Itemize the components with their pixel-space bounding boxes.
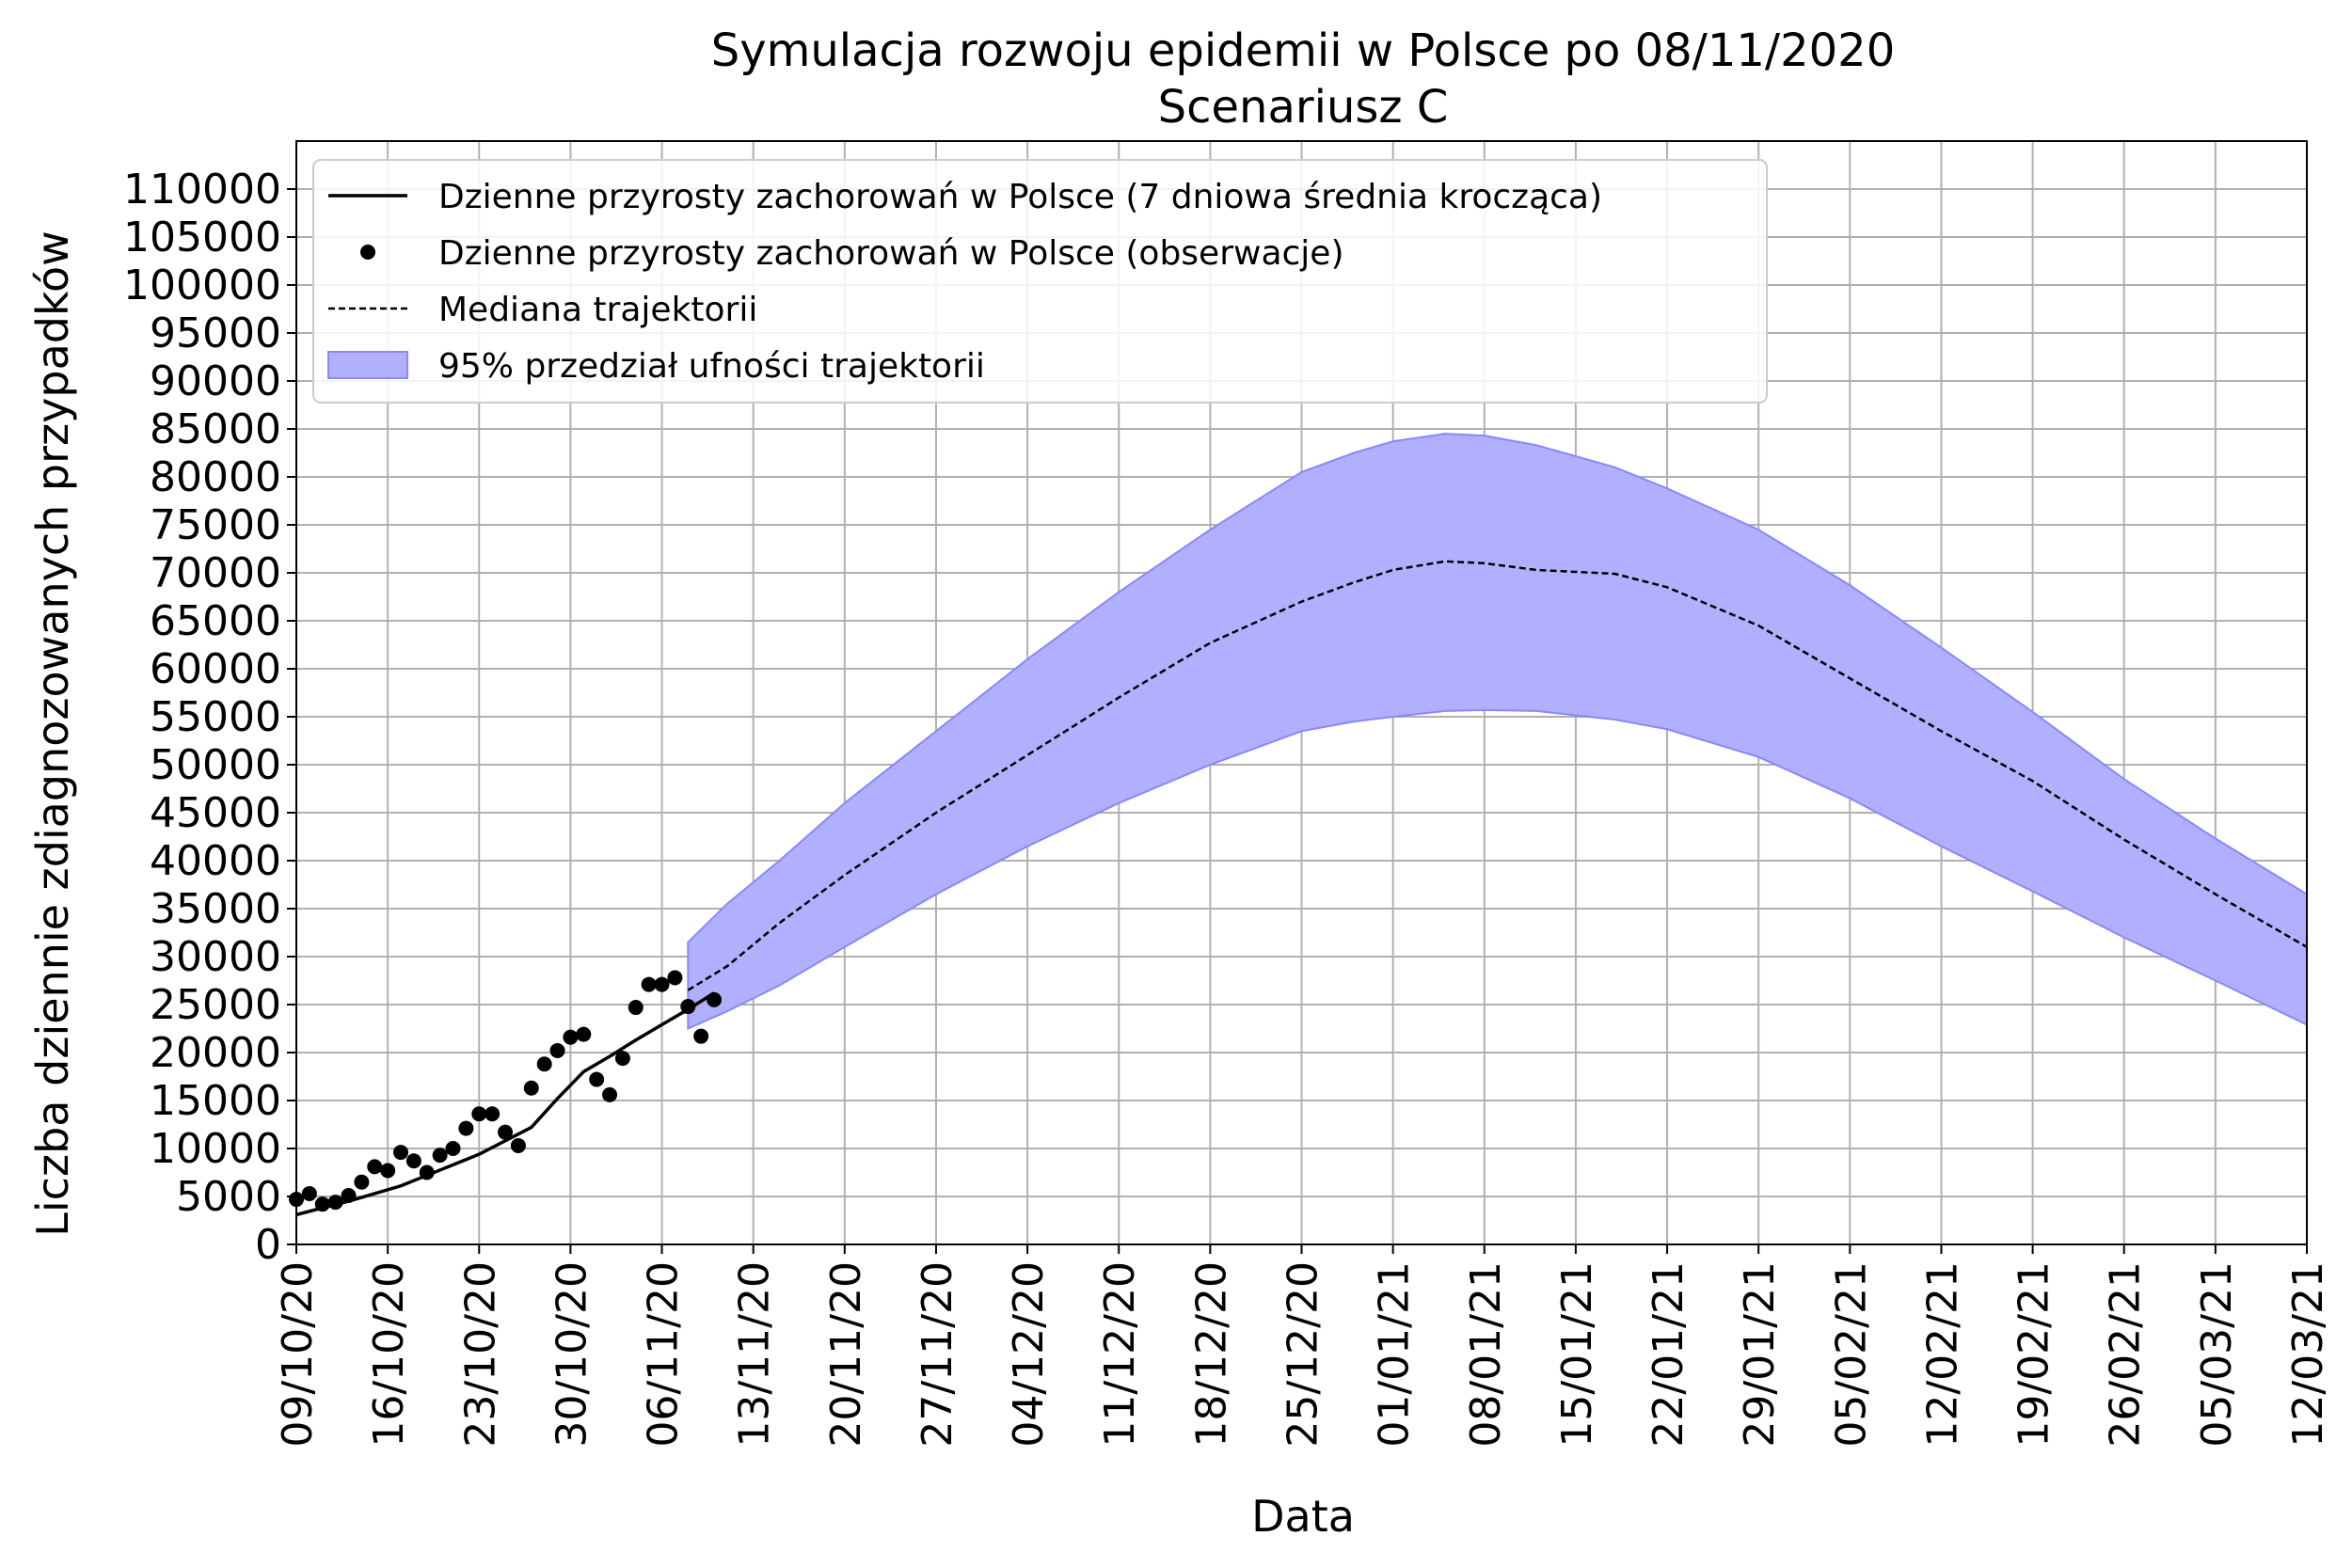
y-tick-label: 20000 [150,1029,281,1077]
observation-point [654,976,670,992]
observation-point [563,1029,579,1045]
y-tick-label: 5000 [176,1173,281,1221]
x-tick-label: 30/10/20 [548,1261,596,1448]
y-tick-label: 105000 [123,214,281,261]
confidence-band [687,433,2308,1031]
y-tick-label: 95000 [150,309,281,357]
y-tick-label: 70000 [150,549,281,597]
y-tick-label: 40000 [150,837,281,885]
x-tick-label: 08/01/21 [1462,1261,1510,1448]
x-tick-label: 20/11/20 [822,1261,870,1448]
observation-point [327,1195,343,1211]
observation-point [510,1137,526,1153]
x-tick-label: 19/02/21 [2010,1261,2058,1448]
observation-point [693,1028,709,1044]
x-tick-label: 13/11/20 [731,1261,779,1448]
observation-point [602,1086,618,1102]
y-tick-label: 25000 [150,981,281,1029]
x-tick-label: 22/01/21 [1645,1261,1692,1448]
x-tick-label: 09/10/20 [274,1261,322,1448]
y-tick-label: 80000 [150,453,281,501]
observation-point [667,970,683,986]
observation-point [405,1153,421,1169]
legend-label: 95% przedział ufności trajektorii [438,347,985,386]
observation-point [549,1042,565,1058]
observation-point [419,1164,435,1180]
y-tick-label: 0 [255,1221,281,1269]
observation-point [432,1148,448,1164]
x-tick-label: 12/03/21 [2284,1261,2332,1448]
x-axis-label: Data [1251,1491,1355,1542]
confidence-band-layer [687,433,2308,1031]
observations-layer [289,970,723,1212]
legend-label: Dzienne przyrosty zachorowań w Polsce (7… [438,178,1602,216]
observation-point [523,1080,539,1096]
observation-point [341,1187,357,1203]
chart-subtitle: Scenariusz C [1158,81,1449,134]
observation-point [589,1071,605,1087]
observation-point [301,1185,317,1201]
x-tick-label: 15/01/21 [1553,1261,1601,1448]
observation-point [445,1141,461,1156]
y-tick-label: 110000 [123,166,281,214]
legend: Dzienne przyrosty zachorowań w Polsce (7… [312,159,1768,404]
x-tick-label: 25/12/20 [1279,1261,1327,1448]
y-axis-label: Liczba dziennie zdiagnozowanych przypadk… [27,230,78,1236]
observation-point [485,1106,501,1122]
legend-swatch-marker [360,245,375,260]
legend-label: Dzienne przyrosty zachorowań w Polsce (o… [438,234,1344,273]
x-tick-label: 29/01/21 [1736,1261,1784,1448]
y-tick-label: 65000 [150,597,281,645]
observation-point [458,1120,474,1136]
chart-title: Symulacja rozwoju epidemii w Polsce po 0… [711,24,1896,77]
x-tick-label: 26/02/21 [2102,1261,2150,1448]
y-tick-label: 45000 [150,789,281,837]
y-tick-label: 50000 [150,741,281,789]
observation-point [498,1124,514,1140]
x-axis-ticks: 09/10/20 16/10/20 23/10/20 30/10/20 06/11/20… [274,1244,2332,1448]
x-tick-label: 05/03/21 [2193,1261,2241,1448]
x-tick-label: 18/12/20 [1187,1261,1235,1448]
y-tick-label: 55000 [150,693,281,741]
y-tick-label: 15000 [150,1077,281,1125]
y-tick-label: 60000 [150,645,281,693]
observation-point [471,1106,487,1122]
x-tick-label: 16/10/20 [365,1261,413,1448]
observation-point [680,999,696,1015]
y-tick-label: 30000 [150,933,281,981]
observation-point [367,1159,383,1175]
x-tick-label: 27/11/20 [914,1261,961,1448]
observation-point [641,976,657,992]
y-tick-label: 90000 [150,357,281,405]
x-tick-label: 12/02/21 [1918,1261,1966,1448]
observation-point [614,1051,630,1067]
y-axis-ticks: 0500010000150002000025000300003500040000… [123,166,296,1269]
y-tick-label: 100000 [123,261,281,309]
y-tick-label: 35000 [150,885,281,933]
observation-point [393,1145,409,1161]
legend-swatch-area [327,351,408,379]
x-tick-label: 06/11/20 [640,1261,688,1448]
observation-point [707,991,723,1007]
legend-box [312,159,1768,404]
observation-point [536,1056,552,1072]
y-tick-label: 10000 [150,1125,281,1173]
x-tick-label: 23/10/20 [456,1261,504,1448]
moving-average-line [295,991,715,1217]
observation-point [314,1196,330,1212]
x-tick-label: 11/12/20 [1096,1261,1144,1448]
x-tick-label: 05/02/21 [1827,1261,1875,1448]
observation-point [576,1026,592,1042]
moving-average-layer [295,991,715,1217]
observation-point [354,1174,370,1190]
observation-point [628,1000,644,1016]
y-tick-label: 85000 [150,405,281,453]
x-tick-label: 04/12/20 [1005,1261,1053,1448]
legend-label: Mediana trajektorii [438,291,757,329]
x-tick-label: 01/01/21 [1371,1261,1419,1448]
y-tick-label: 75000 [150,501,281,549]
observation-point [380,1163,396,1179]
